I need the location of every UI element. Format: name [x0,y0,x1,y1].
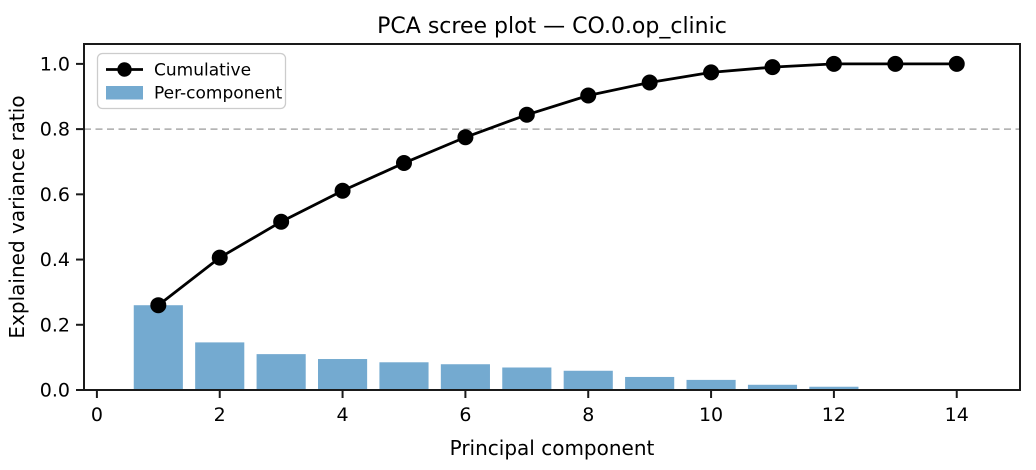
cumulative-marker [395,155,412,172]
cumulative-marker [764,59,781,76]
chart-title: PCA scree plot — CO.0.op_clinic [377,14,727,39]
cumulative-layer [150,55,965,314]
y-tick-label: 1.0 [40,53,70,75]
cumulative-marker [518,106,535,123]
cumulative-marker [580,87,597,104]
y-axis-label: Explained variance ratio [5,95,29,338]
legend-label-per-component: Per-component [154,84,283,104]
legend-marker-sample [117,62,132,77]
per-component-bar [625,376,675,390]
cumulative-marker [150,297,167,314]
cumulative-marker [887,55,904,72]
x-tick-label: 6 [459,404,471,426]
per-component-bar [563,370,613,390]
per-component-bar [318,359,368,390]
per-component-bar [256,354,306,390]
x-tick-label: 2 [214,404,226,426]
x-tick-label: 12 [822,404,846,426]
cumulative-marker [457,129,474,146]
x-tick-label: 4 [337,404,349,426]
per-component-bar [502,367,552,390]
x-tick-label: 10 [699,404,723,426]
cumulative-marker [948,55,965,72]
x-tick-label: 14 [945,404,969,426]
per-component-bar [133,305,183,390]
cumulative-marker [334,182,351,199]
x-tick-label: 0 [91,404,103,426]
cumulative-line [156,62,959,307]
legend-box [96,52,287,110]
x-axis-label: Principal component [450,436,655,460]
x-tick-label: 8 [582,404,594,426]
y-tick-label: 0.2 [40,314,70,336]
cumulative-marker [703,64,720,81]
y-tick-label: 0.6 [40,184,70,206]
axes-layer: 0 2 4 6 8 10 12 14 0.0 0.2 0.4 0.6 0.8 1.0 [40,43,1021,426]
per-component-bar [747,384,798,390]
cumulative-marker [825,55,842,72]
cumulative-marker [641,74,658,91]
per-component-bar [686,379,736,390]
y-tick-label: 0.4 [40,249,70,271]
y-tick-label: 0.8 [40,119,70,141]
per-component-bar [809,386,859,390]
bars-layer [133,305,859,390]
y-tick-label: 0.0 [40,380,70,402]
per-component-bar [195,342,245,390]
cumulative-marker [211,249,228,266]
per-component-bar [440,364,490,390]
legend: Cumulative Per-component [96,52,287,110]
cumulative-marker [273,213,290,230]
per-component-bar [379,362,429,390]
plot-frame [83,43,1021,391]
legend-label-cumulative: Cumulative [154,61,251,81]
legend-bar-sample [106,86,143,100]
